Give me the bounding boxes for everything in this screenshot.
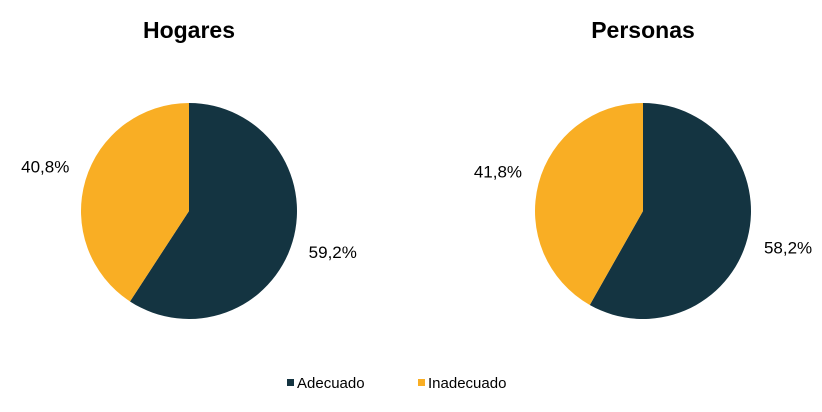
chart-title: Hogares [143, 17, 235, 43]
data-label: 41,8% [474, 162, 522, 181]
legend-label: Inadecuado [428, 375, 506, 392]
legend-swatch [287, 379, 294, 386]
chart-title: Personas [591, 17, 695, 43]
data-label: 59,2% [309, 243, 357, 262]
data-label: 58,2% [764, 239, 812, 258]
legend-label: Adecuado [297, 375, 365, 392]
legend-swatch [418, 379, 425, 386]
pie-slice [80, 103, 189, 302]
pie-slice [129, 103, 297, 319]
data-label: 40,8% [21, 158, 69, 177]
pie-slice [589, 103, 751, 319]
pie-slice [535, 103, 643, 305]
